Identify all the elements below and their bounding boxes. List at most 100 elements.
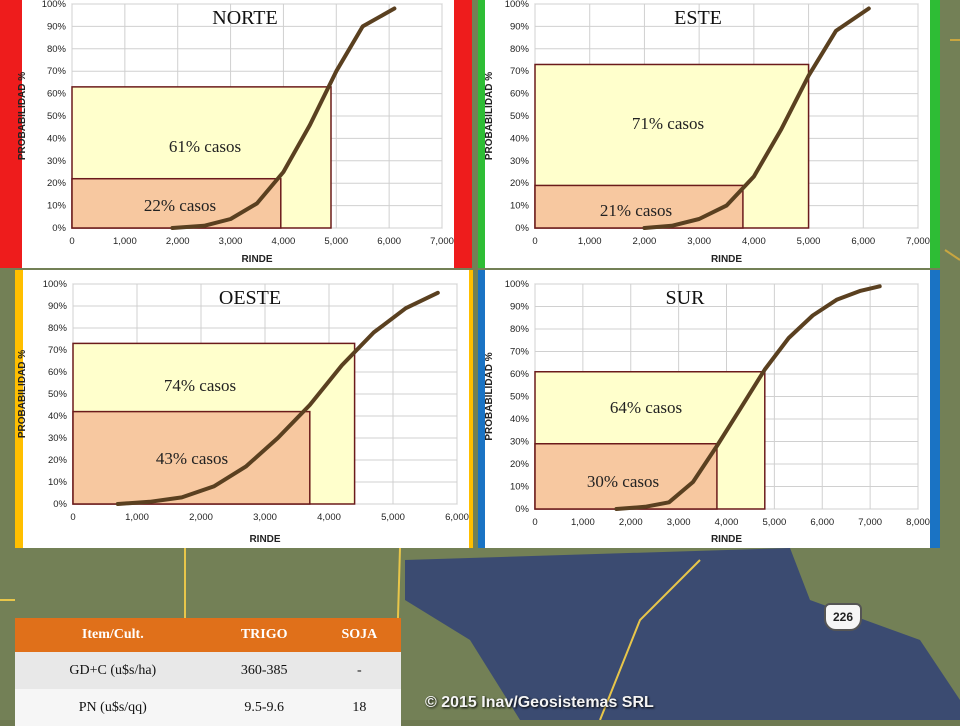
y-tick-label: 70% xyxy=(510,347,530,358)
y-tick-label: 40% xyxy=(48,411,68,422)
y-tick-label: 90% xyxy=(48,301,68,312)
x-tick-label: 5,000 xyxy=(324,236,348,247)
chart-panel-sur: 0% 10% 20% 30% 40% 50% 60% 70% 80% 90% 100% 0 1,000 2… xyxy=(478,270,940,548)
x-tick-label: 5,000 xyxy=(797,236,821,247)
chart-norte: 0% 10% 20% 30% 40% 50% 60% 70% 80% 90% 100% 0 1,000 2… xyxy=(0,0,472,268)
cost-table: Item/Cult. TRIGO SOJA GD+C (u$s/ha) 360-… xyxy=(15,618,401,726)
band-label: 21% casos xyxy=(600,201,672,220)
y-tick-label: 30% xyxy=(47,156,67,167)
band-label: 22% casos xyxy=(144,196,216,215)
y-tick-label: 70% xyxy=(47,66,67,77)
chart-title: ESTE xyxy=(674,7,722,29)
probability-band xyxy=(72,410,311,505)
x-tick-label: 6,000 xyxy=(810,517,834,528)
band-label: 43% casos xyxy=(156,449,228,468)
x-axis-label: RINDE xyxy=(249,534,280,545)
x-tick-label: 8,000 xyxy=(906,517,930,528)
chart-title: OESTE xyxy=(219,287,281,309)
y-tick-label: 60% xyxy=(47,89,67,100)
y-tick-label: 80% xyxy=(48,323,68,334)
y-tick-label: 80% xyxy=(510,324,530,335)
x-tick-label: 2,000 xyxy=(619,517,643,528)
x-tick-label: 7,000 xyxy=(430,236,454,247)
x-tick-label: 0 xyxy=(532,517,537,528)
x-axis-label: RINDE xyxy=(711,534,742,545)
y-tick-label: 50% xyxy=(47,111,67,122)
probability-band xyxy=(71,177,282,229)
y-tick-label: 70% xyxy=(510,66,530,77)
x-tick-label: 7,000 xyxy=(906,236,930,247)
x-tick-label: 6,000 xyxy=(445,512,469,523)
probability-band xyxy=(534,184,744,229)
y-tick-label: 0% xyxy=(515,504,529,515)
y-tick-label: 40% xyxy=(510,133,530,144)
x-tick-label: 2,000 xyxy=(633,236,657,247)
x-tick-label: 7,000 xyxy=(858,517,882,528)
y-tick-label: 20% xyxy=(48,455,68,466)
y-tick-label: 20% xyxy=(510,459,530,470)
y-axis-label: PROBABILIDAD % xyxy=(17,72,28,160)
y-tick-label: 60% xyxy=(510,369,530,380)
map-credit: © 2015 Inav/Geosistemas SRL xyxy=(425,694,654,711)
x-tick-label: 1,000 xyxy=(571,517,595,528)
y-tick-label: 40% xyxy=(510,414,530,425)
chart-sur: 0% 10% 20% 30% 40% 50% 60% 70% 80% 90% 100% 0 1,000 2… xyxy=(478,270,940,548)
x-axis-label: RINDE xyxy=(241,254,272,265)
y-tick-label: 20% xyxy=(510,178,530,189)
x-tick-label: 0 xyxy=(532,236,537,247)
table-cell: PN (u$s/qq) xyxy=(15,689,211,726)
chart-este: 0% 10% 20% 30% 40% 50% 60% 70% 80% 90% 100% 0 1,000 2… xyxy=(478,0,940,268)
chart-title: NORTE xyxy=(212,7,277,29)
y-tick-label: 10% xyxy=(47,201,67,212)
y-tick-label: 60% xyxy=(48,367,68,378)
y-tick-label: 50% xyxy=(510,392,530,403)
y-tick-label: 0% xyxy=(53,499,67,510)
y-tick-label: 100% xyxy=(42,0,67,10)
cumulative-curve xyxy=(115,290,440,506)
cumulative-curve xyxy=(614,284,882,511)
table-header-cell: Item/Cult. xyxy=(15,618,211,652)
x-axis-label: RINDE xyxy=(711,254,742,265)
y-tick-label: 10% xyxy=(48,477,68,488)
table-cell: - xyxy=(317,652,401,689)
cumulative-curve xyxy=(642,6,871,230)
y-tick-label: 90% xyxy=(47,21,67,32)
x-tick-label: 3,000 xyxy=(253,512,277,523)
y-axis-label: PROBABILIDAD % xyxy=(484,352,495,440)
table-cell: 360-385 xyxy=(210,652,318,689)
chart-title: SUR xyxy=(666,287,706,309)
x-tick-label: 1,000 xyxy=(113,236,137,247)
chart-oeste: 0% 10% 20% 30% 40% 50% 60% 70% 80% 90% 100% 0 1,000 2… xyxy=(15,270,473,548)
x-tick-label: 3,000 xyxy=(667,517,691,528)
y-tick-label: 50% xyxy=(48,389,68,400)
y-axis-label: PROBABILIDAD % xyxy=(17,350,28,438)
x-tick-label: 1,000 xyxy=(125,512,149,523)
x-tick-label: 0 xyxy=(70,512,75,523)
x-tick-label: 4,000 xyxy=(742,236,766,247)
band-label: 71% casos xyxy=(632,114,704,133)
y-tick-label: 100% xyxy=(43,279,68,290)
x-tick-label: 5,000 xyxy=(762,517,786,528)
y-tick-label: 90% xyxy=(510,302,530,313)
table-header-row: Item/Cult. TRIGO SOJA xyxy=(15,618,401,652)
x-tick-label: 5,000 xyxy=(381,512,405,523)
y-axis-label: PROBABILIDAD % xyxy=(484,72,495,160)
y-tick-label: 10% xyxy=(510,482,530,493)
y-tick-label: 0% xyxy=(515,223,529,234)
y-tick-label: 30% xyxy=(510,156,530,167)
x-tick-label: 4,000 xyxy=(317,512,341,523)
road-sign-226: 226 xyxy=(824,603,862,631)
chart-panel-oeste: 0% 10% 20% 30% 40% 50% 60% 70% 80% 90% 100% 0 1,000 2… xyxy=(15,270,473,548)
y-tick-label: 50% xyxy=(510,111,530,122)
band-label: 64% casos xyxy=(610,398,682,417)
y-tick-label: 30% xyxy=(510,437,530,448)
x-tick-label: 0 xyxy=(69,236,74,247)
y-tick-label: 80% xyxy=(47,44,67,55)
x-tick-label: 3,000 xyxy=(219,236,243,247)
x-tick-label: 2,000 xyxy=(166,236,190,247)
y-tick-label: 60% xyxy=(510,89,530,100)
y-tick-label: 70% xyxy=(48,345,68,356)
x-tick-label: 4,000 xyxy=(272,236,296,247)
table-header-cell: SOJA xyxy=(317,618,401,652)
x-tick-label: 6,000 xyxy=(377,236,401,247)
